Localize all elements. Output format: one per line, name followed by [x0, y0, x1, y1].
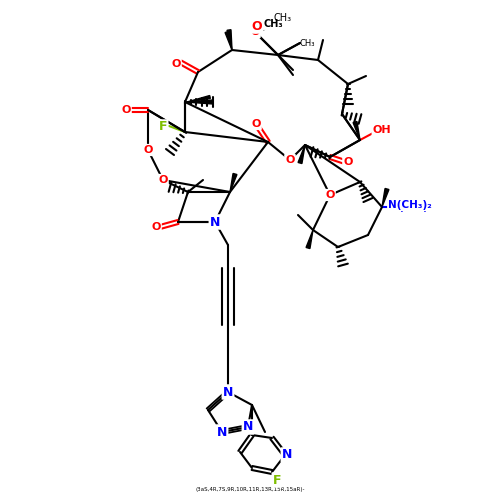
Polygon shape: [227, 30, 232, 50]
Text: N(CH₃)₂: N(CH₃)₂: [392, 202, 432, 212]
Text: O: O: [286, 155, 294, 165]
Text: O: O: [250, 27, 260, 37]
Text: CH₃: CH₃: [273, 13, 291, 23]
Text: O: O: [252, 119, 260, 129]
Text: N: N: [223, 386, 233, 398]
Text: N: N: [243, 420, 253, 434]
Text: O: O: [122, 105, 130, 115]
Text: N: N: [217, 426, 227, 438]
Polygon shape: [298, 145, 305, 164]
Polygon shape: [306, 230, 313, 248]
Text: F: F: [159, 120, 167, 134]
Text: CH₃: CH₃: [300, 38, 316, 48]
Text: CH₃: CH₃: [263, 19, 283, 29]
Text: OH: OH: [372, 125, 392, 135]
Polygon shape: [353, 122, 360, 140]
Text: N: N: [282, 448, 292, 462]
Polygon shape: [187, 96, 210, 102]
Text: O: O: [158, 175, 168, 185]
Polygon shape: [382, 188, 389, 207]
Text: N(CH₃)₂: N(CH₃)₂: [388, 200, 432, 210]
Polygon shape: [225, 32, 232, 50]
Polygon shape: [185, 100, 213, 104]
Text: O: O: [172, 59, 180, 69]
Text: O: O: [326, 190, 334, 200]
Text: F: F: [273, 474, 281, 486]
Text: O: O: [252, 20, 262, 32]
Text: O: O: [344, 157, 352, 167]
Polygon shape: [230, 174, 237, 192]
Text: (3aS,4R,7S,9R,10R,11R,13R,15R,15aR)-: (3aS,4R,7S,9R,10R,11R,13R,15R,15aR)-: [195, 487, 305, 492]
Text: N: N: [210, 216, 220, 228]
Text: O: O: [144, 145, 152, 155]
Text: O: O: [152, 222, 160, 232]
